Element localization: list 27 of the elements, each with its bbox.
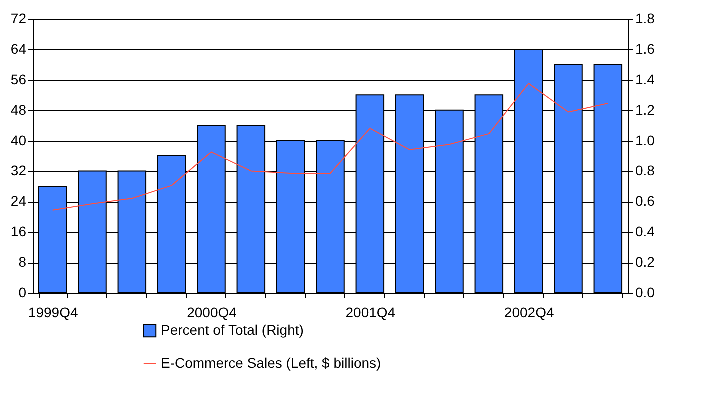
y2-tick-label: 1.2 xyxy=(636,102,656,118)
y2-tick-label: 0.6 xyxy=(636,193,656,210)
y-tick-label: 64 xyxy=(10,40,27,57)
x-tick-label: 1999Q4 xyxy=(28,304,78,320)
y-tick-label: 8 xyxy=(18,254,27,270)
legend-label: Percent of Total (Right) xyxy=(161,322,304,338)
y-tick-label: 56 xyxy=(10,71,27,88)
x-tick-label: 2001Q4 xyxy=(346,304,396,320)
y2-tick-label: 1.4 xyxy=(636,71,656,88)
y-tick-label: 48 xyxy=(10,102,27,118)
y2-tick-label: 0.8 xyxy=(636,162,656,179)
y2-tick-label: 0.2 xyxy=(636,254,656,270)
y2-tick-label: 1.0 xyxy=(636,132,656,148)
x-tick-label: 2000Q4 xyxy=(187,304,238,320)
y-tick-label: 32 xyxy=(10,162,27,179)
line-series xyxy=(52,83,609,211)
y-tick-label: 40 xyxy=(10,132,27,148)
y-tick-label: 0 xyxy=(18,284,27,300)
y2-tick-label: 0.0 xyxy=(636,284,656,300)
legend-label: E-Commerce Sales (Left, $ billions) xyxy=(161,355,382,371)
y2-tick-label: 1.6 xyxy=(636,40,656,57)
y-tick-label: 16 xyxy=(10,224,27,240)
y2-tick-label: 0.4 xyxy=(636,224,656,240)
y2-tick-label: 1.8 xyxy=(636,10,656,26)
y-tick-label: 72 xyxy=(10,10,27,26)
y-tick-label: 24 xyxy=(10,193,27,210)
x-tick-label: 2002Q4 xyxy=(504,304,554,320)
